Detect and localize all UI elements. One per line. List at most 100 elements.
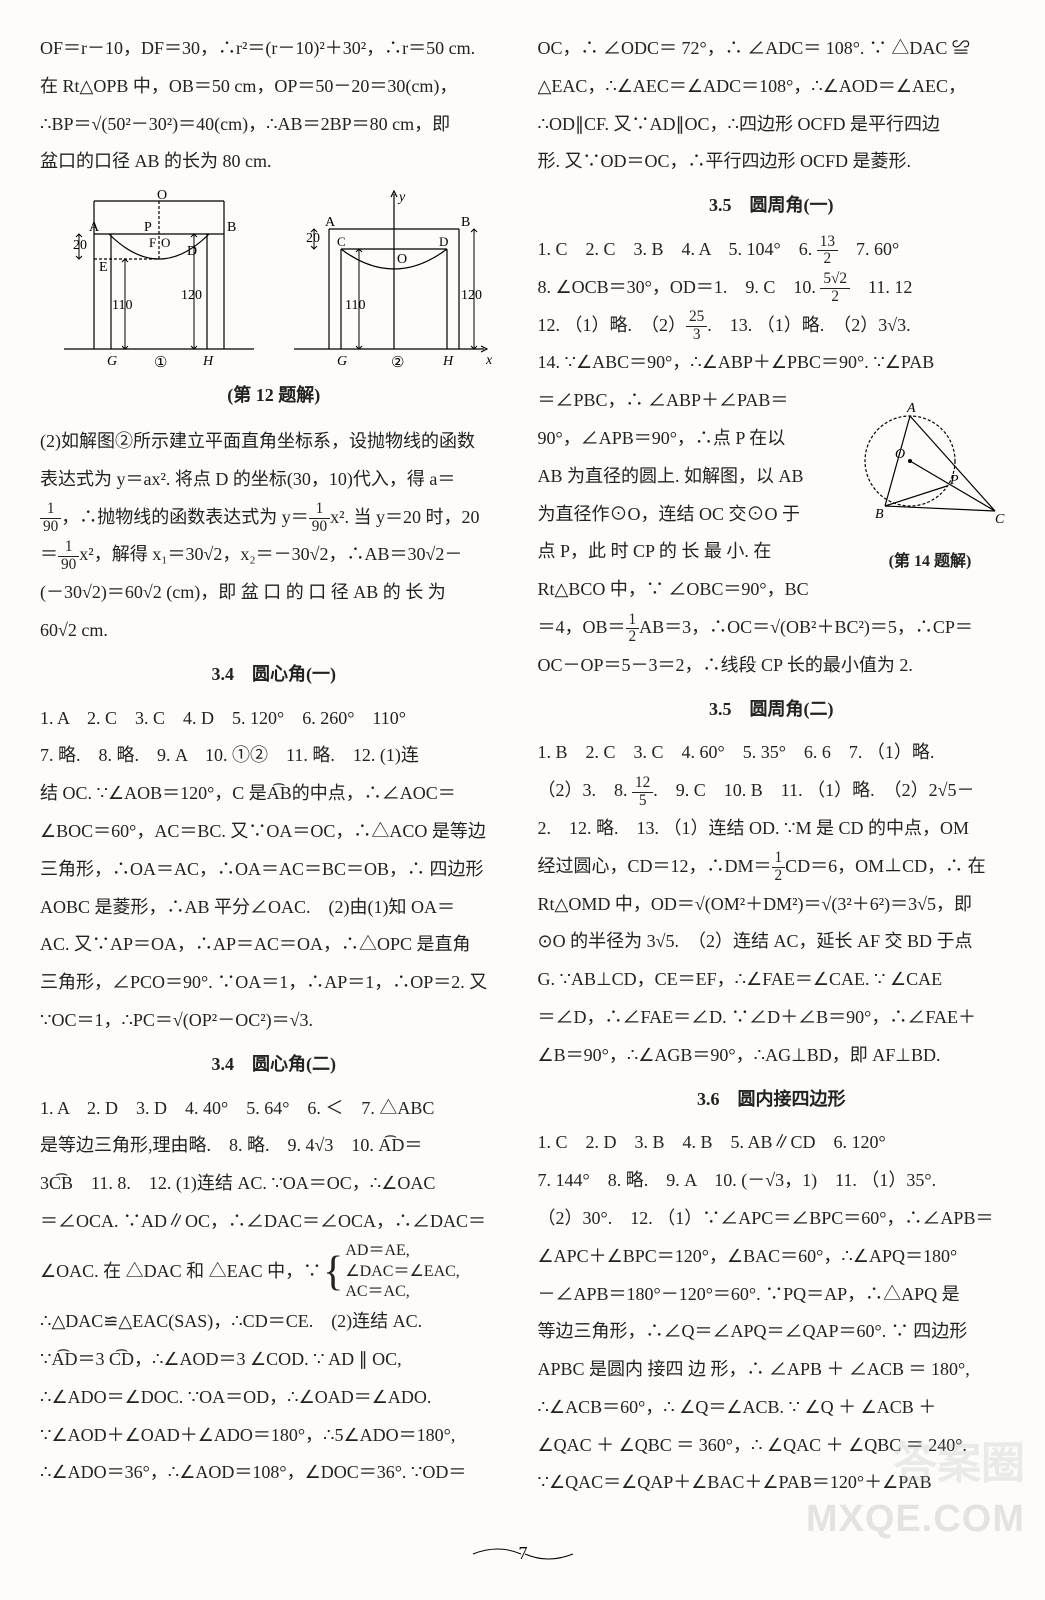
para: 7. 144° 8. 略. 9. A 10. (－√3，1) 11. （1）35… [538, 1162, 1006, 1200]
svg-text:O: O [161, 235, 170, 250]
para: 190，∴抛物线的函数表达式为 y＝190x². 当 y＝20 时，20 [40, 499, 508, 537]
svg-text:O: O [397, 252, 407, 267]
para: 3C͡B 11. 8. 12. (1)连结 AC. ∵OA＝OC，∴∠OAC [40, 1165, 508, 1203]
para: △EAC，∴∠AEC＝∠ADC＝108°，∴∠AOD＝∠AEC， [538, 68, 1006, 106]
svg-text:G: G [337, 354, 347, 369]
para: 盆口的口径 AB 的长为 80 cm. [40, 143, 508, 181]
svg-text:E: E [99, 260, 108, 275]
para: OC－OP＝5－3＝2，∴线段 CP 长的最小值为 2. [538, 647, 1006, 685]
svg-text:20: 20 [73, 238, 87, 253]
svg-text:B: B [875, 507, 884, 522]
para: 1. A 2. C 3. C 4. D 5. 120° 6. 260° 110° [40, 700, 508, 738]
diagram-row: O A B P F O D E 20 110 120 G H ① [40, 189, 508, 369]
para: 14. ∵∠ABC＝90°，∴∠ABP＋∠PBC＝90°. ∵∠PAB [538, 344, 1006, 382]
svg-text:D: D [187, 244, 197, 259]
svg-text:y: y [397, 190, 406, 205]
svg-text:110: 110 [345, 298, 365, 313]
para: OC，∴ ∠ODC＝ 72°，∴ ∠ADC＝ 108°. ∵ △DAC ≌ [538, 30, 1006, 68]
para: 表达式为 y＝ax². 将点 D 的坐标(30，10)代入，得 a＝ [40, 461, 508, 499]
para: ＝190x²，解得 x₁＝30√2，x₂＝－30√2，∴AB＝30√2－ [40, 536, 508, 574]
section-title: 3.5 圆周角(二) [538, 691, 1006, 729]
svg-text:B: B [227, 220, 236, 235]
para: (－30√2)＝60√2 (cm)，即 盆 口 的 口 径 AB 的 长 为 [40, 574, 508, 612]
para: ＝∠D，∴∠FAE＝∠D. ∵∠D＋∠B＝90°，∴∠FAE＋ [538, 999, 1006, 1037]
para: APBC 是圆内 接四 边 形，∴ ∠APB ＋ ∠ACB ＝ 180°, [538, 1351, 1006, 1389]
para: ∵OC＝1，∴PC＝√(OP²－OC²)＝√3. [40, 1002, 508, 1040]
svg-text:110: 110 [112, 298, 132, 313]
para: 三角形，∴OA＝AC，∴OA＝AC＝BC＝OB，∴ 四边形 [40, 851, 508, 889]
svg-text:P: P [949, 473, 959, 488]
para: 12. （1）略. （2）253. 13. （1）略. （2）3√3. [538, 307, 1006, 345]
diagram-caption: (第 12 题解) [40, 377, 508, 415]
svg-text:O: O [895, 447, 905, 462]
svg-text:G: G [107, 354, 117, 369]
section-title: 3.5 圆周角(一) [538, 187, 1006, 225]
svg-text:C: C [337, 234, 346, 249]
para: ∴BP＝√(50²－30²)＝40(cm)，∴AB＝2BP＝80 cm，即 [40, 106, 508, 144]
svg-text:H: H [202, 354, 214, 369]
para: ∴△DAC≌△EAC(SAS)，∴CD＝CE. (2)连结 AC. [40, 1303, 508, 1341]
para: 结 OC. ∵∠AOB＝120°，C 是A͡B的中点，∴∠AOC＝ [40, 775, 508, 813]
para: ∠B＝90°，∴∠AGB＝90°，∴AG⊥BD，即 AF⊥BD. [538, 1037, 1006, 1075]
svg-text:P: P [144, 220, 152, 235]
svg-text:B: B [461, 215, 470, 230]
para: （2）30°. 12. （1）∵∠APC＝∠BPC＝60°，∴∠APB＝ [538, 1200, 1006, 1238]
para: ∵∠AOD＋∠OAD＋∠ADO＝180°，∴5∠ADO＝180°, [40, 1417, 508, 1455]
para: 1. A 2. D 3. D 4. 40° 5. 64° 6. ＜ 7. △AB… [40, 1090, 508, 1128]
svg-text:x: x [485, 353, 493, 368]
para: ∴OD∥CF. 又∵AD∥OC，∴四边形 OCFD 是平行四边 [538, 106, 1006, 144]
para: G. ∵AB⊥CD，CE＝EF，∴∠FAE＝∠CAE. ∵ ∠CAE [538, 961, 1006, 999]
para: 形. 又∵OD＝OC，∴平行四边形 OCFD 是菱形. [538, 143, 1006, 181]
para: AC. 又∵AP＝OA，∴AP＝AC＝OA，∴△OPC 是直角 [40, 926, 508, 964]
para: 1. B 2. C 3. C 4. 60° 5. 35° 6. 6 7. （1）… [538, 734, 1006, 772]
svg-text:D: D [439, 234, 448, 249]
para: －∠APB＝180°－120°＝60°. ∵PQ＝AP，∴△APQ 是 [538, 1276, 1006, 1314]
para: ＝∠OCA. ∵AD∥OC，∴∠DAC＝∠OCA，∴∠DAC＝ [40, 1203, 508, 1241]
section-title: 3.4 圆心角(二) [40, 1046, 508, 1084]
para: ∵A͡D＝3 C͡D，∴∠AOD＝3 ∠COD. ∵ AD ∥ OC, [40, 1341, 508, 1379]
section-title: 3.6 圆内接四边形 [538, 1081, 1006, 1119]
para: 1. C 2. C 3. B 4. A 5. 104° 6. 132 7. 60… [538, 231, 1006, 269]
left-column: OF＝r－10，DF＝30，∴r²＝(r－10)²＋30²，∴r＝50 cm. … [40, 30, 508, 1515]
para: ＝4，OB＝12AB＝3，∴OC＝√(OB²＋BC²)＝5，∴CP＝ [538, 609, 1006, 647]
para: 60√2 cm. [40, 612, 508, 650]
para: 等边三角形，∴∠Q＝∠APQ＝∠QAP＝60°. ∵ 四边形 [538, 1313, 1006, 1351]
svg-text:H: H [442, 354, 454, 369]
section-title: 3.4 圆心角(一) [40, 656, 508, 694]
para: 在 Rt△OPB 中，OB＝50 cm，OP＝50－20＝30(cm)， [40, 68, 508, 106]
svg-text:①: ① [154, 355, 167, 369]
para: ∴∠ADO＝36°，∴∠AOD＝108°，∠DOC＝36°. ∵OD＝ [40, 1454, 508, 1492]
para: 三角形，∠PCO＝90°. ∵OA＝1，∴AP＝1，∴OP＝2. 又 [40, 964, 508, 1002]
svg-text:120: 120 [181, 288, 202, 303]
svg-text:A: A [906, 401, 916, 416]
para: OF＝r－10，DF＝30，∴r²＝(r－10)²＋30²，∴r＝50 cm. [40, 30, 508, 68]
para: (2)如解图②所示建立平面直角坐标系，设抛物线的函数 [40, 423, 508, 461]
q14-diagram: A B C O P (第 14 题解) [855, 386, 1005, 578]
svg-text:C: C [995, 512, 1005, 527]
para: 1. C 2. D 3. B 4. B 5. AB∥CD 6. 120° [538, 1124, 1006, 1162]
para: Rt△OMD 中，OD＝√(OM²＋DM²)＝√(3²＋6²)＝3√5，即 [538, 886, 1006, 924]
para: 是等边三角形,理由略. 8. 略. 9. 4√3 10. A͡D＝ [40, 1127, 508, 1165]
svg-text:20: 20 [306, 231, 320, 246]
para: ⊙O 的半径为 3√5. （2）连结 AC，延长 AF 交 BD 于点 [538, 923, 1006, 961]
para: AOBC 是菱形，∴AB 平分∠OAC. (2)由(1)知 OA＝ [40, 889, 508, 927]
para: 经过圆心，CD＝12，∴DM＝12CD＝6，OM⊥CD，∴ 在 [538, 848, 1006, 886]
para: 7. 略. 8. 略. 9. A 10. ①② 11. 略. 12. (1)连 [40, 737, 508, 775]
para: ∠BOC＝60°，AC＝BC. 又∵OA＝OC，∴△ACO 是等边 [40, 813, 508, 851]
svg-text:F: F [149, 235, 156, 250]
para: 2. 12. 略. 13. （1）连结 OD. ∵M 是 CD 的中点，OM [538, 810, 1006, 848]
svg-text:O: O [157, 189, 167, 203]
diagram-2: y x A B C D O 20 110 120 G H ② [279, 189, 499, 369]
svg-text:A: A [325, 215, 336, 230]
para: 8. ∠OCB＝30°，OD＝1. 9. C 10. 5√22 11. 12 [538, 269, 1006, 307]
right-column: OC，∴ ∠ODC＝ 72°，∴ ∠ADC＝ 108°. ∵ △DAC ≌ △E… [538, 30, 1006, 1515]
para: ∴∠ADO＝∠DOC. ∵OA＝OD，∴∠OAD＝∠ADO. [40, 1379, 508, 1417]
para: ∠OAC. 在 △DAC 和 △EAC 中，∵ { AD＝AE, ∠DAC＝∠E… [40, 1241, 508, 1303]
svg-text:7: 7 [518, 1543, 527, 1563]
para: （2）3. 8. 125. 9. C 10. B 11. （1）略. （2）2√… [538, 772, 1006, 810]
watermark: MXQE.COM [806, 1480, 1025, 1560]
svg-text:A: A [89, 220, 100, 235]
svg-text:②: ② [391, 355, 404, 369]
diagram-1: O A B P F O D E 20 110 120 G H ① [49, 189, 259, 369]
para: ∠APC＋∠BPC＝120°，∠BAC＝60°，∴∠APQ＝180° [538, 1238, 1006, 1276]
